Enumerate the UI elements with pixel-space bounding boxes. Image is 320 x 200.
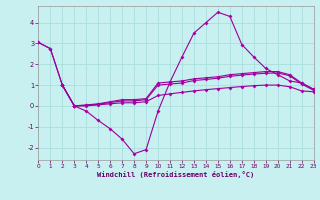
X-axis label: Windchill (Refroidissement éolien,°C): Windchill (Refroidissement éolien,°C) xyxy=(97,171,255,178)
